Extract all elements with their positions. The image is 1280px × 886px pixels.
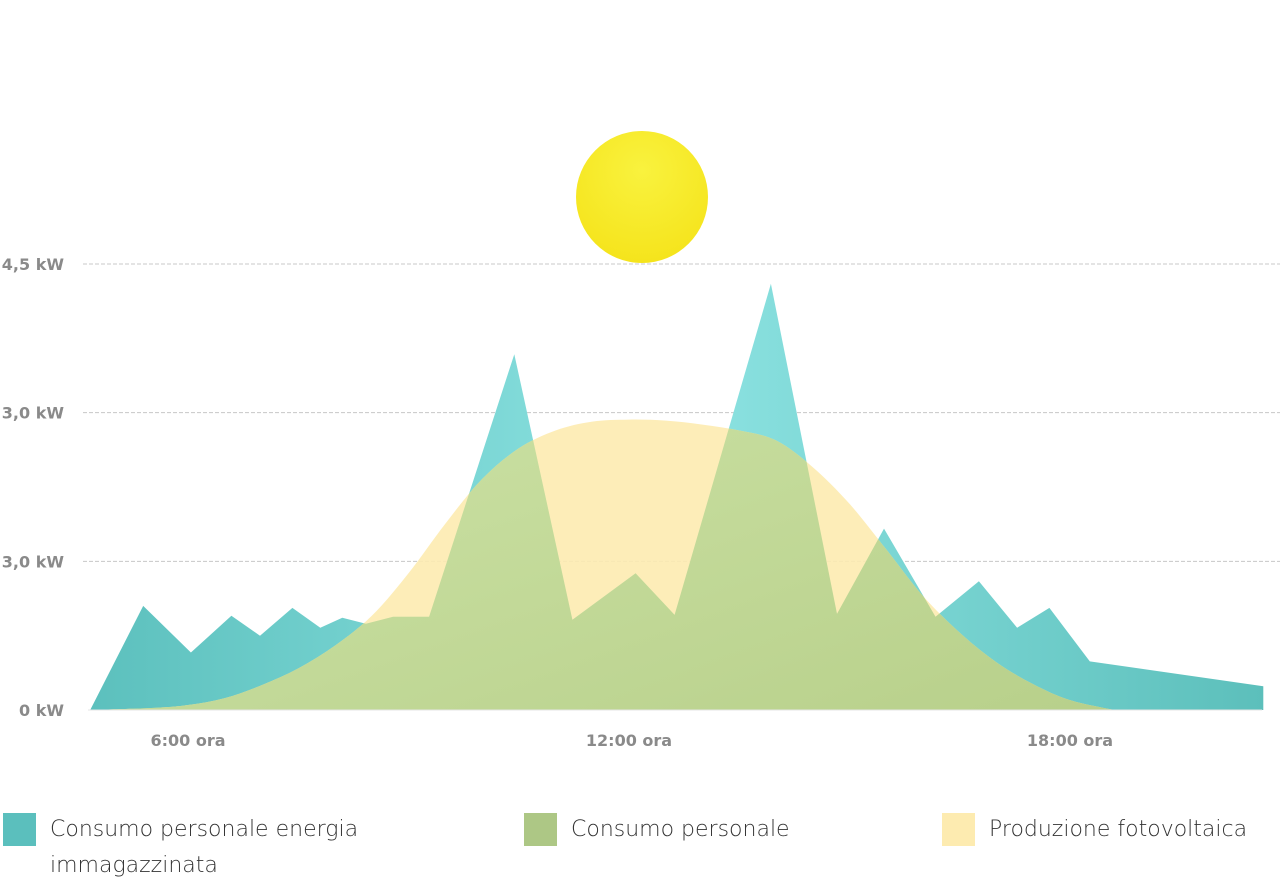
legend-item-stored-energy: Consumo personale energia immagazzinata [3, 813, 358, 885]
y-tick-label: 3,0 kW [2, 552, 65, 571]
x-tick-label: 6:00 ora [150, 731, 225, 750]
x-tick-label: 18:00 ora [1027, 731, 1113, 750]
legend-item-self-consumption: Consumo personale [524, 813, 790, 849]
legend-swatch-yellow [942, 813, 975, 846]
energy-area-chart: 0 kW 3,0 kW 3,0 kW 4,5 kW 6:00 ora 12:00 ora… [2, 131, 1280, 750]
y-tick-label: 4,5 kW [2, 255, 65, 274]
y-tick-label: 0 kW [19, 701, 64, 720]
legend-label: Consumo personale energia [50, 817, 359, 842]
legend-label: Produzione fotovoltaica [989, 817, 1248, 842]
series-area-stored-energy [90, 283, 1264, 710]
legend-label-line2: immagazzinata [50, 853, 218, 878]
legend-label: Consumo personale [571, 817, 790, 842]
x-tick-label: 12:00 ora [586, 731, 672, 750]
legend-swatch-green [524, 813, 557, 846]
y-tick-label: 3,0 kW [2, 404, 65, 423]
legend-item-pv-production: Produzione fotovoltaica [942, 813, 1247, 849]
sun-icon [576, 131, 708, 263]
legend-swatch-teal [3, 813, 36, 846]
